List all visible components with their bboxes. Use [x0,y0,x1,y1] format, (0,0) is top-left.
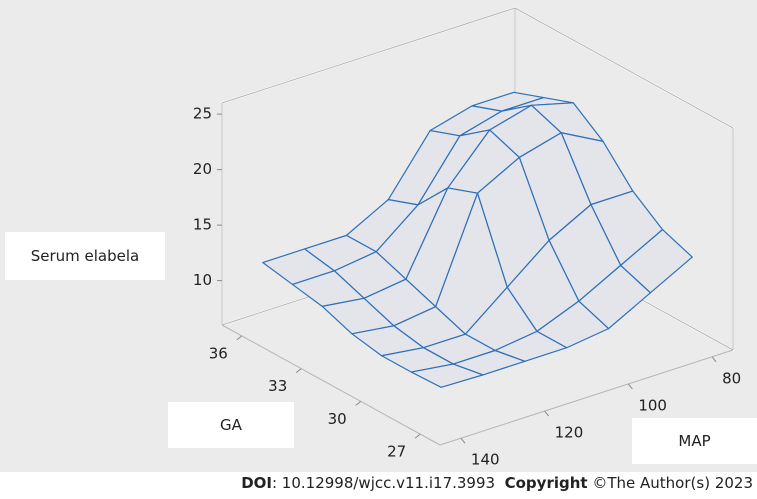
y-tick-label: 33 [268,377,287,395]
copyright: ©The Author(s) 2023 [592,474,753,492]
y-tick-label: 30 [328,410,347,428]
z-tick-label: 25 [193,105,212,123]
box-edge [221,7,516,104]
box-edge [514,7,734,129]
y-tick [414,433,421,439]
x-tick [544,410,550,417]
y-tick [295,368,302,374]
x-tick [627,383,633,390]
z-axis-label: Serum elabela [5,232,165,280]
chart: 10 15 20 25 27 30 33 36 80 100 120 140 [0,0,757,472]
doi-label: DOI [241,474,272,492]
footer: DOI: 10.12998/wjcc.v11.i17.3993 Copyrigh… [241,474,753,492]
x-axis-label: MAP [632,418,757,464]
doi: : 10.12998/wjcc.v11.i17.3993 [271,474,496,492]
z-tick-label: 10 [193,271,212,289]
y-tick [355,400,362,406]
z-tick-label: 15 [193,216,212,234]
x-tick-label: 100 [638,396,667,414]
x-tick-label: 120 [555,424,584,442]
copyright-label: Copyright [504,474,588,492]
box-edge [439,349,734,446]
z-tick-label: 20 [193,160,212,178]
y-axis-label: GA [168,402,294,448]
y-tick-label: 36 [209,344,228,362]
x-tick [460,437,466,444]
surface-cell [410,363,484,388]
y-tick-label: 27 [387,443,406,461]
box-edge [221,324,441,446]
x-tick-label: 140 [471,451,500,469]
x-tick-label: 80 [722,369,741,387]
x-tick [711,356,717,363]
y-tick [236,335,243,341]
